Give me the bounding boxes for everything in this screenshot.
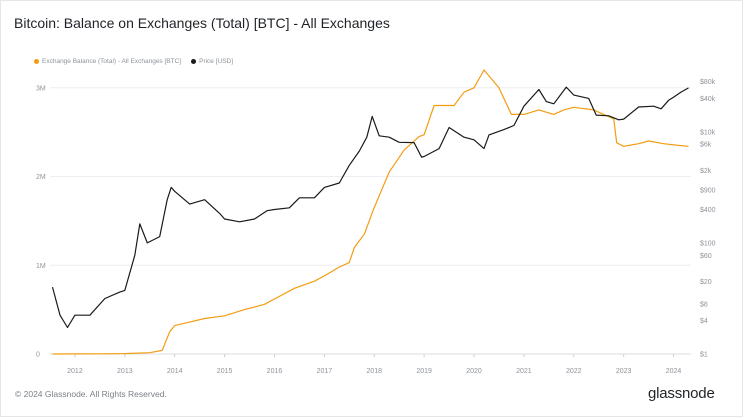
legend-item-balance[interactable]: Exchange Balance (Total) - All Exchanges… (34, 58, 181, 65)
y-right-tick-label: $900 (700, 187, 716, 194)
x-tick-label: 2021 (516, 368, 532, 375)
glassnode-logo: glassnode (648, 385, 715, 402)
legend-balance-dot (34, 59, 39, 64)
x-tick-label: 2014 (167, 368, 183, 375)
x-tick-label: 2016 (267, 368, 283, 375)
y-right-tick-label: $1 (700, 352, 708, 359)
y-right-tick-label: $400 (700, 207, 716, 214)
x-tick-label: 2018 (366, 368, 382, 375)
x-tick-label: 2012 (67, 368, 83, 375)
copyright-text: © 2024 Glassnode. All Rights Reserved. (15, 389, 167, 399)
price-line (51, 86, 689, 329)
y-right-tick-label: $4 (700, 318, 708, 325)
y-left-tick-label: 3M (36, 85, 46, 92)
x-tick-label: 2022 (566, 368, 582, 375)
y-left-tick-label: 0 (36, 352, 40, 359)
x-tick-label: 2013 (117, 368, 133, 375)
legend-balance-label: Exchange Balance (Total) - All Exchanges… (42, 58, 182, 65)
chart-title: Bitcoin: Balance on Exchanges (Total) [B… (14, 15, 390, 31)
y-right-tick-label: $60 (700, 253, 712, 260)
y-right-tick-label: $8 (700, 301, 708, 308)
legend-item-price[interactable]: Price [USD] (191, 58, 233, 65)
x-tick-label: 2020 (466, 368, 482, 375)
y-right-tick-label: $2k (700, 168, 712, 175)
chart-legend: Exchange Balance (Total) - All Exchanges… (34, 58, 233, 65)
y-right-tick-label: $100 (700, 240, 716, 247)
y-left-tick-label: 1M (36, 263, 46, 270)
y-right-tick-label: $40k (700, 96, 716, 103)
x-tick-label: 2015 (217, 368, 233, 375)
x-tick-label: 2023 (616, 368, 632, 375)
y-right-tick-label: $10k (700, 129, 716, 136)
x-tick-label: 2019 (416, 368, 432, 375)
x-tick-label: 2017 (317, 368, 333, 375)
y-right-tick-label: $6k (700, 142, 712, 149)
exchange-balance-line (52, 69, 689, 355)
y-left-tick-label: 2M (36, 174, 46, 181)
legend-price-dot (191, 59, 197, 64)
y-right-tick-label: $20 (700, 279, 712, 286)
y-right-tick-label: $80k (700, 79, 716, 86)
legend-price-label: Price [USD] (199, 58, 234, 65)
x-tick-label: 2024 (666, 368, 682, 375)
